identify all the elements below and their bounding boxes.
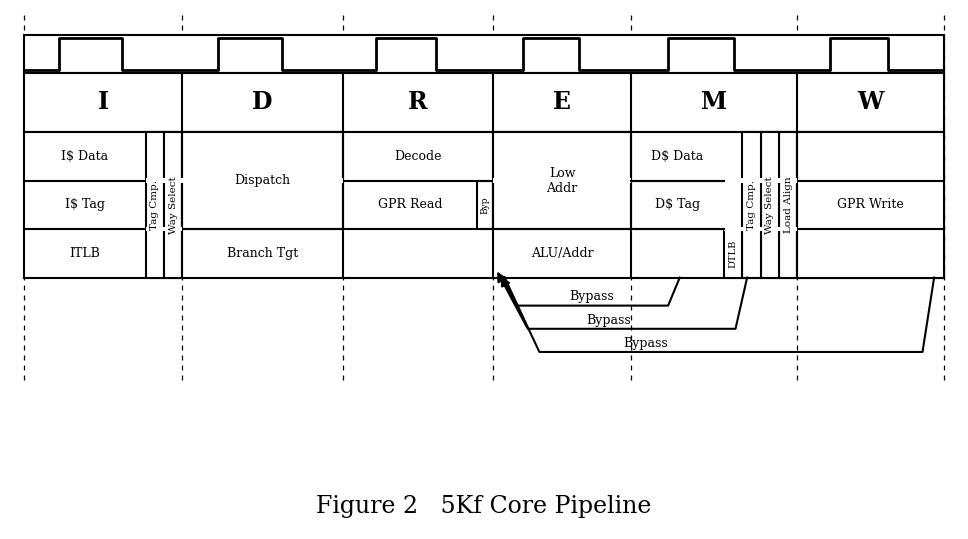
FancyBboxPatch shape xyxy=(24,132,944,278)
Bar xyxy=(145,227,182,231)
Bar xyxy=(493,178,631,183)
Text: DTLB: DTLB xyxy=(729,239,738,267)
Text: Bypass: Bypass xyxy=(586,314,631,327)
Text: Dispatch: Dispatch xyxy=(234,174,290,187)
Text: Figure 2   5Kf Core Pipeline: Figure 2 5Kf Core Pipeline xyxy=(317,495,651,518)
Text: Byp: Byp xyxy=(481,196,490,213)
FancyBboxPatch shape xyxy=(742,132,761,278)
Text: Low
Addr: Low Addr xyxy=(547,167,578,195)
Text: Way Select: Way Select xyxy=(766,176,774,234)
Text: Decode: Decode xyxy=(394,150,441,163)
Text: Bypass: Bypass xyxy=(623,337,669,350)
Text: E: E xyxy=(553,91,571,114)
Bar xyxy=(182,178,343,183)
Bar xyxy=(742,178,798,183)
FancyBboxPatch shape xyxy=(477,181,493,229)
FancyBboxPatch shape xyxy=(24,73,944,132)
Text: Load Align: Load Align xyxy=(784,176,793,233)
FancyBboxPatch shape xyxy=(779,132,798,278)
Bar xyxy=(742,227,798,231)
FancyBboxPatch shape xyxy=(493,132,631,229)
Text: GPR Write: GPR Write xyxy=(837,198,904,211)
FancyBboxPatch shape xyxy=(24,35,944,73)
Text: Way Select: Way Select xyxy=(168,176,178,234)
Text: D$ Data: D$ Data xyxy=(651,150,704,163)
Text: R: R xyxy=(408,91,428,114)
Bar xyxy=(724,178,742,183)
Text: I: I xyxy=(98,91,108,114)
Bar xyxy=(724,227,742,231)
Text: Bypass: Bypass xyxy=(569,291,614,303)
FancyBboxPatch shape xyxy=(145,132,164,278)
Text: ITLB: ITLB xyxy=(70,247,101,260)
FancyBboxPatch shape xyxy=(761,132,779,278)
Text: D: D xyxy=(253,91,273,114)
Text: ALU/Addr: ALU/Addr xyxy=(530,247,593,260)
Text: Branch Tgt: Branch Tgt xyxy=(227,247,298,260)
Text: I$ Data: I$ Data xyxy=(61,150,108,163)
Text: Tag Cmp.: Tag Cmp. xyxy=(150,180,160,230)
Text: I$ Tag: I$ Tag xyxy=(65,198,105,211)
Text: W: W xyxy=(858,91,884,114)
FancyBboxPatch shape xyxy=(164,132,182,278)
FancyBboxPatch shape xyxy=(798,132,944,278)
Text: GPR Read: GPR Read xyxy=(378,198,442,211)
Bar xyxy=(145,178,182,183)
Text: M: M xyxy=(702,91,728,114)
FancyBboxPatch shape xyxy=(182,132,343,229)
FancyBboxPatch shape xyxy=(724,229,742,278)
Text: D$ Tag: D$ Tag xyxy=(655,198,700,211)
Text: Tag Cmp.: Tag Cmp. xyxy=(747,180,756,230)
